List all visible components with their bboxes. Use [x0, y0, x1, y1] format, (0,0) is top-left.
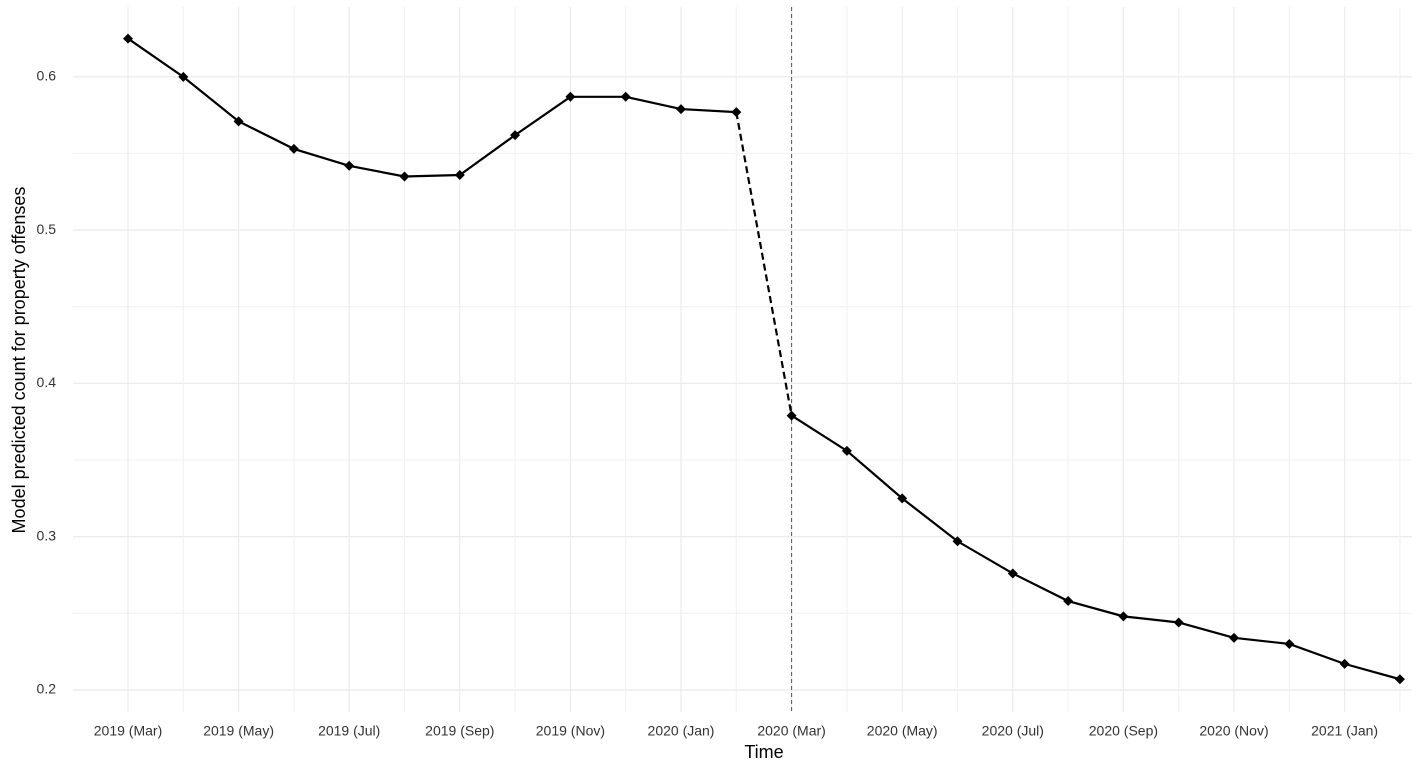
point: [841, 445, 852, 456]
point: [897, 493, 908, 504]
point: [1007, 568, 1018, 579]
point: [731, 107, 742, 118]
y-tick-label: 0.6: [37, 68, 57, 84]
y-tick-label: 0.5: [37, 221, 57, 237]
point: [510, 130, 521, 141]
line-break: [735, 111, 793, 416]
x-tick-label: 2019 (Mar): [94, 723, 162, 739]
point: [1173, 617, 1184, 628]
point: [178, 71, 189, 82]
point: [233, 116, 244, 127]
point: [1229, 632, 1239, 643]
line-pre: [127, 37, 737, 178]
y-tick-label: 0.3: [37, 527, 57, 543]
x-tick-label: 2019 (May): [203, 723, 274, 739]
x-tick-label: 2021 (Jan): [1311, 723, 1378, 739]
x-tick-label: 2019 (Jul): [318, 723, 380, 739]
point: [676, 104, 686, 115]
point: [399, 171, 410, 182]
point: [620, 91, 631, 102]
point: [565, 91, 576, 102]
x-tick-label: 2020 (Sep): [1089, 723, 1158, 739]
x-tick-label: 2020 (Jan): [648, 723, 715, 739]
y-axis-title: Model predicted count for property offen…: [9, 187, 29, 534]
point: [786, 410, 797, 421]
y-tick-label: 0.2: [37, 681, 57, 697]
point: [1284, 638, 1295, 649]
x-axis-title: Time: [744, 742, 783, 762]
x-tick-label: 2020 (Jul): [982, 723, 1044, 739]
x-tick-label: 2019 (Nov): [536, 723, 605, 739]
point: [1118, 611, 1129, 622]
point: [288, 143, 299, 154]
x-tick-label: 2019 (Sep): [425, 723, 494, 739]
line-post: [791, 414, 1401, 681]
point: [1394, 674, 1405, 685]
point: [1339, 658, 1350, 669]
y-tick-label: 0.4: [37, 374, 57, 390]
x-tick-label: 2020 (Mar): [757, 723, 825, 739]
point: [123, 33, 133, 44]
point: [1063, 596, 1074, 607]
point: [952, 536, 963, 547]
point: [344, 160, 355, 171]
x-tick-label: 2020 (May): [867, 723, 938, 739]
x-tick-label: 2020 (Nov): [1199, 723, 1268, 739]
point: [454, 169, 465, 180]
